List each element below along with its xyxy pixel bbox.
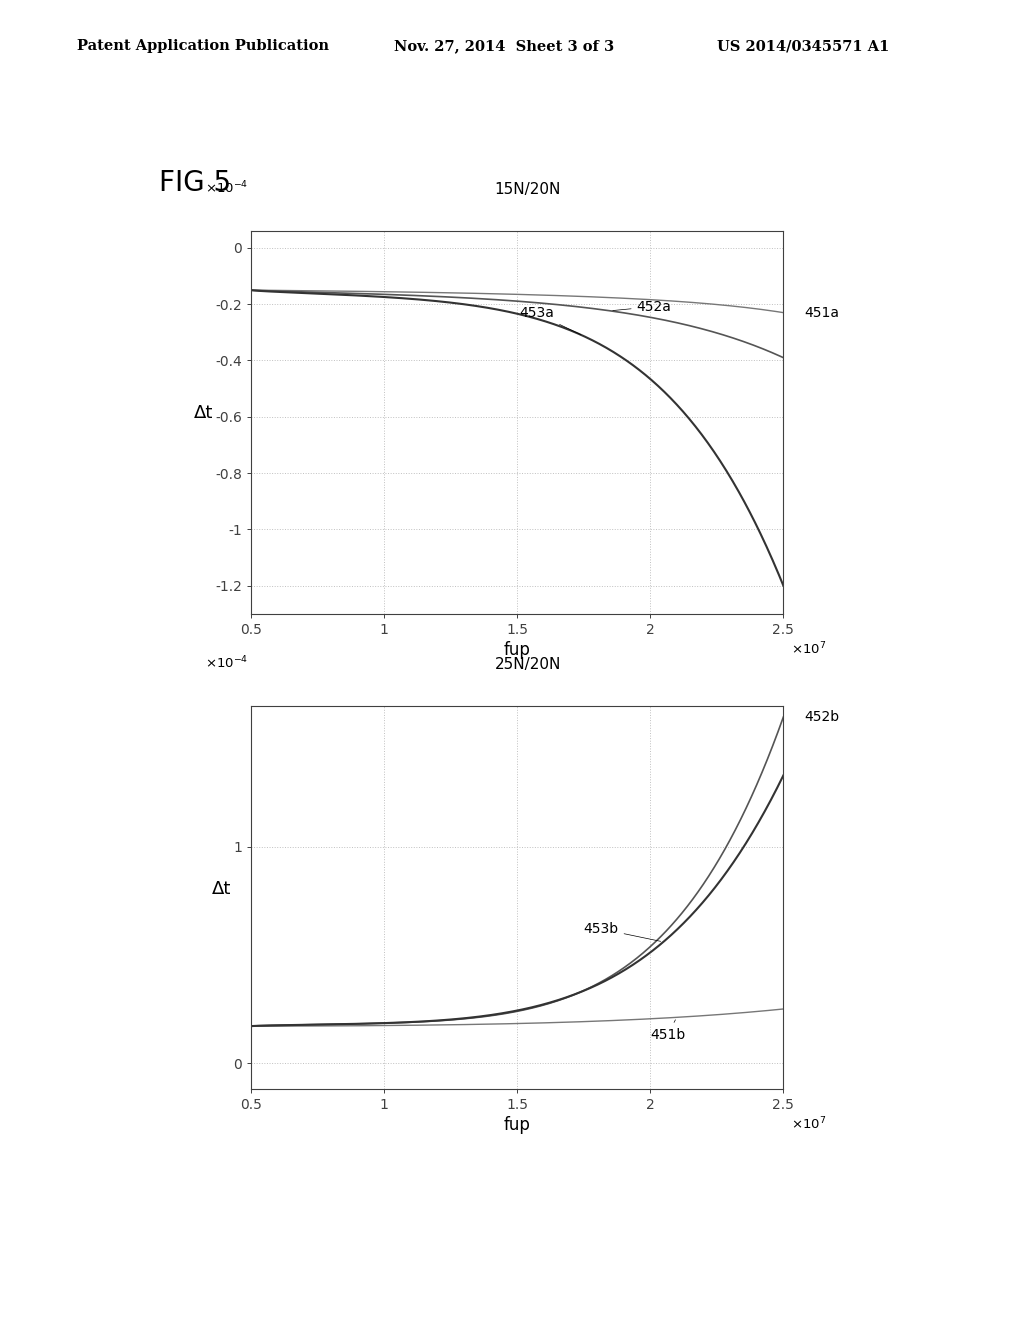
Text: $\times 10^{-4}$: $\times 10^{-4}$ bbox=[206, 655, 249, 672]
Text: 25N/20N: 25N/20N bbox=[495, 657, 561, 672]
Y-axis label: Δt: Δt bbox=[212, 879, 231, 898]
Text: Patent Application Publication: Patent Application Publication bbox=[77, 40, 329, 53]
X-axis label: fup: fup bbox=[504, 642, 530, 659]
Text: US 2014/0345571 A1: US 2014/0345571 A1 bbox=[717, 40, 889, 53]
Text: 451b: 451b bbox=[650, 1020, 685, 1041]
Text: $\times 10^{-4}$: $\times 10^{-4}$ bbox=[206, 180, 249, 197]
Text: 453b: 453b bbox=[584, 921, 660, 941]
X-axis label: fup: fup bbox=[504, 1117, 530, 1134]
Text: $\times 10^7$: $\times 10^7$ bbox=[792, 1115, 826, 1133]
Text: 451a: 451a bbox=[805, 306, 840, 319]
Text: 452a: 452a bbox=[612, 300, 672, 314]
Text: FIG 5: FIG 5 bbox=[159, 169, 230, 198]
Text: 453a: 453a bbox=[519, 306, 581, 335]
Text: Nov. 27, 2014  Sheet 3 of 3: Nov. 27, 2014 Sheet 3 of 3 bbox=[394, 40, 614, 53]
Text: 15N/20N: 15N/20N bbox=[495, 182, 561, 197]
Y-axis label: Δt: Δt bbox=[195, 404, 214, 422]
Text: $\times 10^7$: $\times 10^7$ bbox=[792, 640, 826, 657]
Text: 452b: 452b bbox=[805, 710, 840, 723]
